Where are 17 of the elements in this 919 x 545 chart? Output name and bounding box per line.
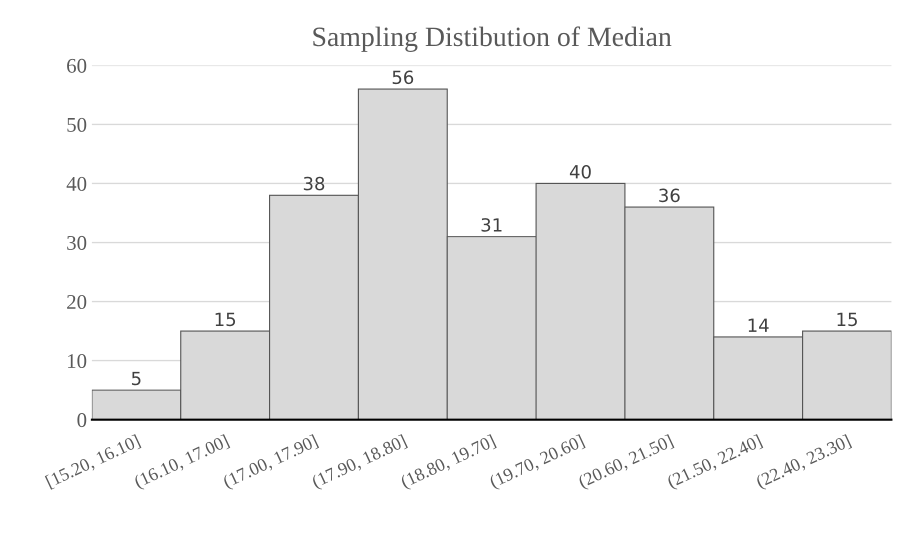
y-tick-label: 20 <box>67 294 86 309</box>
chart-title: Sampling Distibution of Median <box>313 26 672 52</box>
data-label: 15 <box>838 312 857 326</box>
y-tick-label: 30 <box>67 236 86 250</box>
data-label: 15 <box>216 312 236 326</box>
data-label: 56 <box>392 70 414 84</box>
data-label: 14 <box>748 318 769 332</box>
y-tick-label: 50 <box>67 118 86 132</box>
data-label: 38 <box>304 176 324 190</box>
data-label: 31 <box>482 218 502 232</box>
y-tick-label: 10 <box>68 354 86 368</box>
y-tick-label: 60 <box>67 58 86 73</box>
data-label: 5 <box>132 372 140 386</box>
data-label: 40 <box>570 164 591 179</box>
y-tick-label: 40 <box>66 176 86 191</box>
data-label: 36 <box>659 188 680 202</box>
y-tick-label: 0 <box>77 413 86 428</box>
